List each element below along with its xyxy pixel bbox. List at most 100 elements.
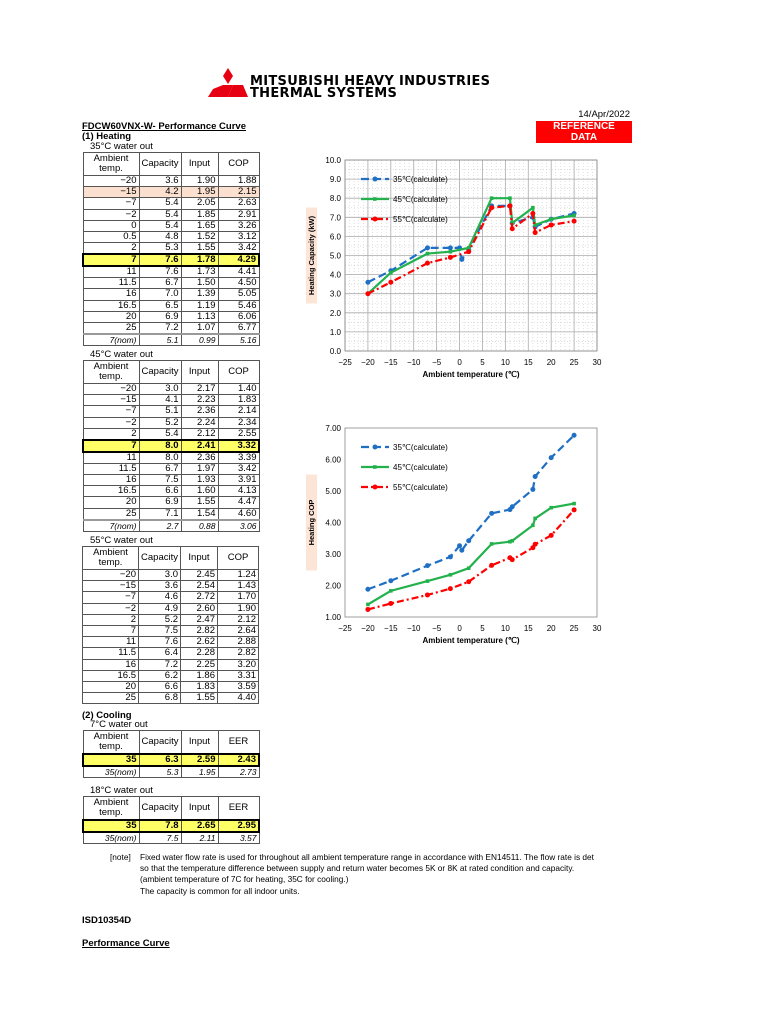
y-tick-label: 7.00 xyxy=(325,424,341,433)
table-cell: 11 xyxy=(82,636,139,649)
data-point xyxy=(489,542,494,546)
table-cell: −15 xyxy=(82,580,139,593)
table-cell: 1.52 xyxy=(180,230,219,244)
table-cell: −20 xyxy=(82,382,140,396)
x-tick-label: −15 xyxy=(384,624,398,633)
table-cell: 6.2 xyxy=(138,669,181,682)
y-tick-label: 4.0 xyxy=(330,271,342,280)
column-header: COP xyxy=(217,152,260,176)
table-cell: 3.57 xyxy=(217,830,260,844)
table-cell: 1.88 xyxy=(217,174,260,188)
cooling-section-label: (2) Cooling xyxy=(82,710,132,721)
table-cell: 3.0 xyxy=(138,568,181,582)
table-cell: 7(nom) xyxy=(82,332,140,346)
table-cell: 25 xyxy=(82,692,139,705)
column-header: Ambient temp. xyxy=(82,152,140,176)
table-cell: 4.9 xyxy=(138,602,181,615)
table-cell: −20 xyxy=(82,174,140,188)
table-cell: 5.4 xyxy=(138,219,182,232)
x-tick-label: 10 xyxy=(501,624,510,633)
table-cell: 2.28 xyxy=(180,647,218,660)
table-cell: 1.95 xyxy=(180,186,219,199)
table-cell: 6.7 xyxy=(138,462,182,475)
column-header: COP xyxy=(217,360,260,384)
table-cell: 2.62 xyxy=(180,636,218,649)
data-point xyxy=(459,547,465,553)
company-line2: THERMAL SYSTEMS xyxy=(250,86,398,101)
cooling-18c-table: Ambient temp. Capacity Input EER 35 7.8 2.65 2.… xyxy=(82,796,260,844)
x-tick-label: −20 xyxy=(361,358,375,367)
heating-45c-table: Ambient temp. Capacity Input COP −20 3.0 2.17 1… xyxy=(82,360,260,532)
data-point xyxy=(388,578,394,584)
note-text: Fixed water flow rate is used for throug… xyxy=(140,852,594,897)
data-point xyxy=(531,523,535,528)
table-cell: 2 xyxy=(82,427,140,441)
table-cell: 5.1 xyxy=(138,332,182,346)
table-cell: 2.59 xyxy=(180,752,219,767)
plot-area xyxy=(344,427,598,618)
table-cell: 1.55 xyxy=(180,692,218,705)
table-cell: 0.99 xyxy=(180,332,219,346)
heating-cop-chart: 1.00 2.00 3.00 4.00 5.00 6.00 7.00 −25 −20 −15 −10… xyxy=(306,424,602,645)
rated-condition-row: 35 7.8 2.65 2.95 xyxy=(82,818,260,833)
table-cell: 2.47 xyxy=(180,613,218,626)
data-point xyxy=(447,245,453,251)
data-point xyxy=(459,256,465,262)
table-row: 2 5.4 2.12 2.55 xyxy=(82,427,260,441)
column-header: Capacity xyxy=(138,730,182,754)
y-tick-label: 1.00 xyxy=(325,613,341,622)
table-cell: 6.9 xyxy=(138,310,182,323)
table-cell: 2.23 xyxy=(180,394,219,407)
table-row: 16.5 6.6 1.60 4.13 xyxy=(82,485,260,498)
table-cell: 4.2 xyxy=(138,186,182,199)
table-cell: 2.11 xyxy=(180,830,219,844)
y-axis-label-background xyxy=(306,207,317,304)
table-cell: 16.5 xyxy=(82,299,140,312)
table-row: −15 4.1 2.23 1.83 xyxy=(82,394,260,407)
legend-label: 35℃(calculate) xyxy=(393,443,448,452)
table-cell: 25 xyxy=(82,507,140,520)
column-header: Capacity xyxy=(138,546,181,570)
data-point xyxy=(425,579,430,583)
table-cell: 7.6 xyxy=(138,636,181,649)
table-cell: 16 xyxy=(82,658,139,671)
table-cell: 2.82 xyxy=(217,647,259,660)
y-tick-label: 5.00 xyxy=(325,487,341,496)
table-cell: −7 xyxy=(82,405,140,418)
data-point xyxy=(466,249,472,255)
table-cell: 3.59 xyxy=(217,680,259,694)
table-cell: 1.50 xyxy=(180,277,219,290)
footer-code: ISD10354D xyxy=(82,915,132,926)
heating-section-label: (1) Heating xyxy=(82,131,132,142)
data-point xyxy=(532,230,538,236)
table-cell: 6.8 xyxy=(138,692,181,705)
legend-label: 45℃(calculate) xyxy=(393,195,448,204)
table-row: 20 6.6 1.83 3.59 xyxy=(82,680,259,694)
table-row: 2 5.2 2.47 2.12 xyxy=(82,613,259,626)
table-cell: 6.7 xyxy=(138,277,182,290)
table-cell: 1.43 xyxy=(217,580,259,593)
y-tick-label: 3.0 xyxy=(330,290,342,299)
table-cell: 7.5 xyxy=(138,473,182,487)
table-cell: 2.54 xyxy=(180,580,218,593)
cooling-7c-table: Ambient temp. Capacity Input EER 35 6.3 2.59 2.… xyxy=(82,730,260,778)
legend-marker xyxy=(372,176,378,182)
table-row: −7 5.1 2.36 2.14 xyxy=(82,405,260,418)
table-cell: 20 xyxy=(82,310,140,323)
table-header-row: Ambient temp. Capacity Input EER xyxy=(82,796,260,820)
table-cell: 1.55 xyxy=(180,496,219,509)
table-cell: 1.97 xyxy=(180,462,219,475)
legend-label: 45℃(calculate) xyxy=(393,463,448,472)
rated-condition-row: 7 7.6 1.78 4.29 xyxy=(82,253,260,268)
reference-data-badge: REFERENCE DATA xyxy=(536,121,632,143)
x-tick-label: 5 xyxy=(480,358,485,367)
data-point xyxy=(457,543,463,549)
table-row: 11.5 6.7 1.97 3.42 xyxy=(82,462,260,475)
table-cell: 5.2 xyxy=(138,613,181,626)
table-cell: 1.40 xyxy=(217,382,260,396)
x-tick-label: 15 xyxy=(524,624,533,633)
table-cell: 6.77 xyxy=(217,321,260,335)
table-row: −15 3.6 2.54 1.43 xyxy=(82,580,259,593)
table-cell: 5.3 xyxy=(138,242,182,255)
table-cell: 6.3 xyxy=(138,752,182,767)
